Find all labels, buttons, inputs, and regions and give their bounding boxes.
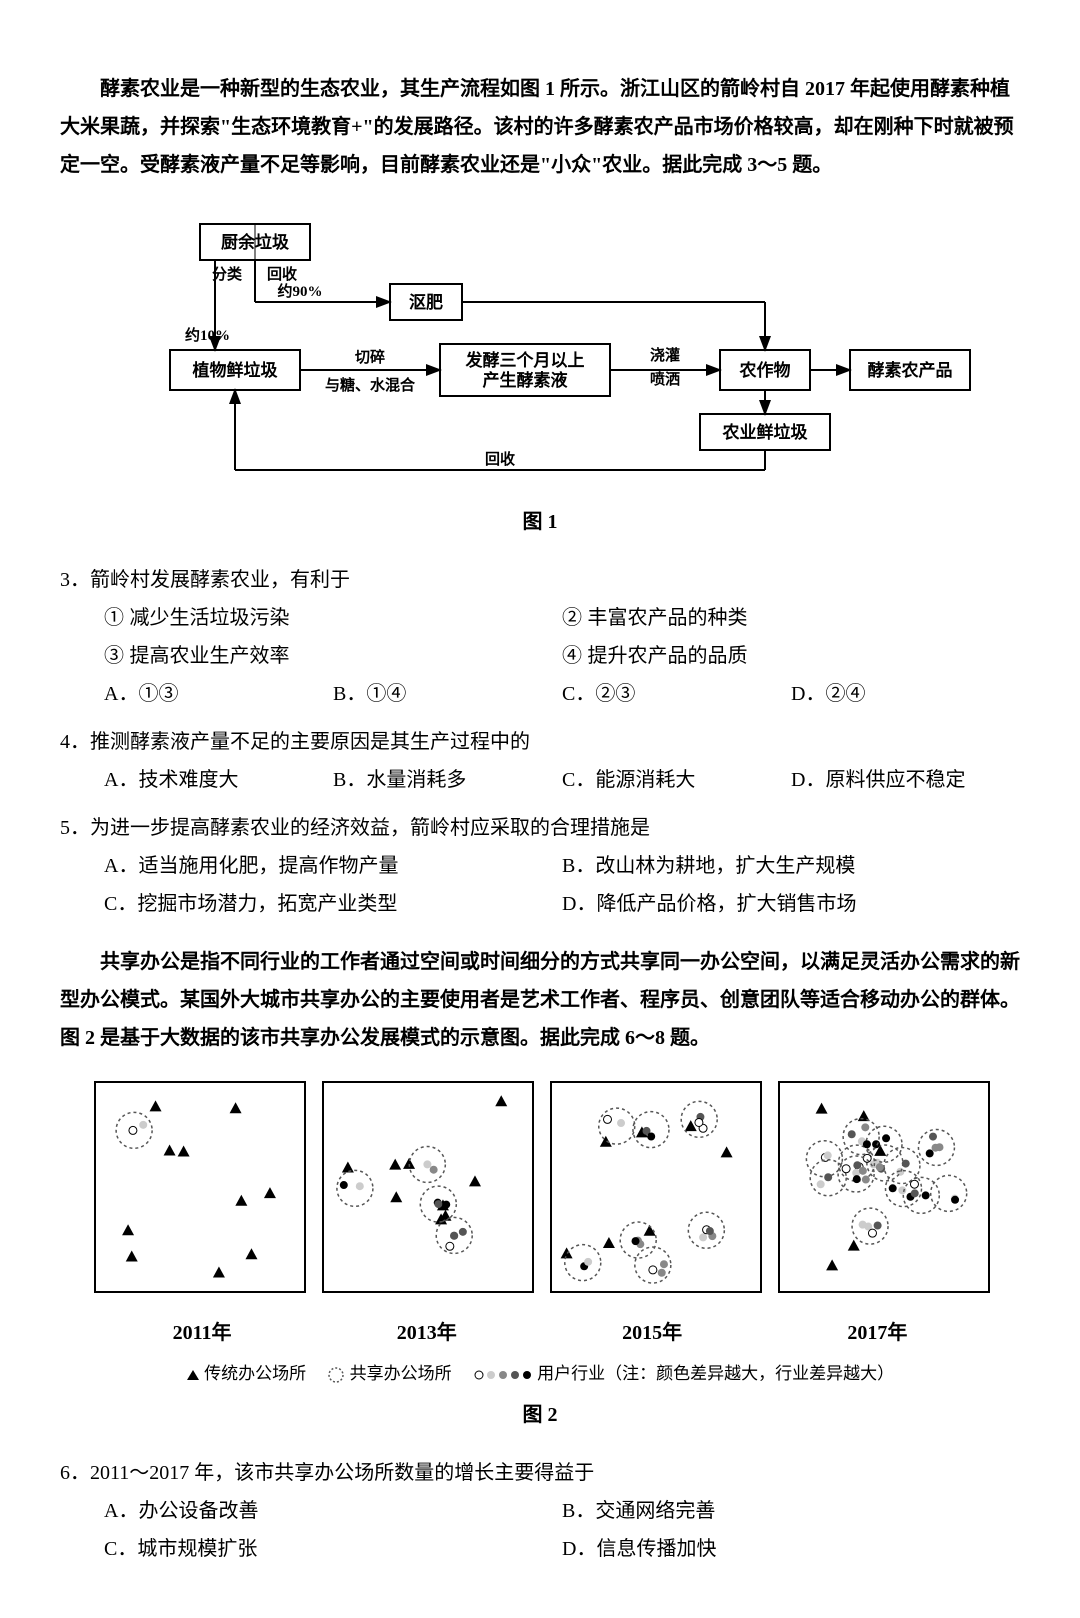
figure-1-svg: 厨余垃圾沤肥植物鲜垃圾发酵三个月以上产生酵素液农作物酵素农产品农业鲜垃圾分类回收… [100, 204, 980, 484]
figure-2-legend: 传统办公场所 共享办公场所 用户行业（注：颜色差异越大，行业差异越大） [60, 1358, 1020, 1390]
q4-opt-b[interactable]: B．水量消耗多 [333, 761, 562, 799]
svg-text:沤肥: 沤肥 [409, 292, 443, 312]
q3-sub-2: ② 丰富农产品的种类 [562, 599, 1020, 637]
svg-text:回收: 回收 [485, 450, 515, 468]
svg-text:与糖、水混合: 与糖、水混合 [325, 376, 416, 394]
svg-text:农业鲜垃圾: 农业鲜垃圾 [722, 422, 809, 442]
svg-text:发酵三个月以上: 发酵三个月以上 [465, 350, 585, 370]
q4-opt-c[interactable]: C．能源消耗大 [562, 761, 791, 799]
q4-opt-a[interactable]: A．技术难度大 [104, 761, 333, 799]
year-2017: 2017年 [847, 1314, 907, 1352]
figure-2-svg [90, 1077, 990, 1297]
figure-1: 厨余垃圾沤肥植物鲜垃圾发酵三个月以上产生酵素液农作物酵素农产品农业鲜垃圾分类回收… [60, 204, 1020, 541]
q6-stem: 6．2011～2017 年，该市共享办公场所数量的增长主要得益于 [60, 1454, 1020, 1492]
q5-opt-c[interactable]: C．挖掘市场潜力，拓宽产业类型 [104, 885, 562, 923]
svg-text:酵素农产品: 酵素农产品 [868, 360, 953, 380]
q6-opt-d[interactable]: D．信息传播加快 [562, 1530, 1020, 1568]
svg-text:浇灌: 浇灌 [650, 346, 680, 364]
q4-stem: 4．推测酵素液产量不足的主要原因是其生产过程中的 [60, 723, 1020, 761]
legend-dots: 用户行业（注：颜色差异越大，行业差异越大） [537, 1364, 894, 1383]
svg-text:约10%: 约10% [185, 326, 230, 344]
q4-opt-d[interactable]: D．原料供应不稳定 [791, 761, 1020, 799]
figure-2-years: 2011年 2013年 2015年 2017年 [90, 1314, 990, 1352]
q3-stem: 3．箭岭村发展酵素农业，有利于 [60, 561, 1020, 599]
question-4: 4．推测酵素液产量不足的主要原因是其生产过程中的 A．技术难度大 B．水量消耗多… [60, 723, 1020, 799]
legend-tri: 传统办公场所 [204, 1364, 306, 1383]
q5-opt-d[interactable]: D．降低产品价格，扩大销售市场 [562, 885, 1020, 923]
q3-sub-4: ④ 提升农产品的品质 [562, 637, 1020, 675]
question-3: 3．箭岭村发展酵素农业，有利于 ① 减少生活垃圾污染 ② 丰富农产品的种类 ③ … [60, 561, 1020, 713]
q3-sub-1: ① 减少生活垃圾污染 [104, 599, 562, 637]
svg-text:喷洒: 喷洒 [650, 370, 680, 388]
question-6: 6．2011～2017 年，该市共享办公场所数量的增长主要得益于 A．办公设备改… [60, 1454, 1020, 1568]
figure-2: 2011年 2013年 2015年 2017年 传统办公场所 共享办公场所 用户… [60, 1077, 1020, 1434]
q3-opt-d[interactable]: D．②④ [791, 675, 1020, 713]
svg-text:产生酵素液: 产生酵素液 [483, 370, 568, 390]
figure-1-caption: 图 1 [60, 503, 1020, 541]
year-2015: 2015年 [622, 1314, 682, 1352]
q3-opt-a[interactable]: A．①③ [104, 675, 333, 713]
year-2013: 2013年 [397, 1314, 457, 1352]
svg-text:农作物: 农作物 [739, 360, 791, 380]
q5-stem: 5．为进一步提高酵素农业的经济效益，箭岭村应采取的合理措施是 [60, 809, 1020, 847]
q3-opt-c[interactable]: C．②③ [562, 675, 791, 713]
q6-opt-c[interactable]: C．城市规模扩张 [104, 1530, 562, 1568]
q5-opt-b[interactable]: B．改山林为耕地，扩大生产规模 [562, 847, 1020, 885]
q3-sub-3: ③ 提高农业生产效率 [104, 637, 562, 675]
svg-text:植物鲜垃圾: 植物鲜垃圾 [193, 360, 279, 380]
q3-opt-b[interactable]: B．①④ [333, 675, 562, 713]
svg-text:回收: 回收 [267, 265, 297, 283]
q6-opt-a[interactable]: A．办公设备改善 [104, 1492, 562, 1530]
figure-2-caption: 图 2 [60, 1396, 1020, 1434]
svg-text:切碎: 切碎 [355, 348, 385, 366]
passage-2: 共享办公是指不同行业的工作者通过空间或时间细分的方式共享同一办公空间，以满足灵活… [60, 943, 1020, 1057]
passage-1: 酵素农业是一种新型的生态农业，其生产流程如图 1 所示。浙江山区的箭岭村自 20… [60, 70, 1020, 184]
svg-text:分类: 分类 [212, 265, 243, 283]
legend-ring: 共享办公场所 [350, 1364, 452, 1383]
year-2011: 2011年 [173, 1314, 232, 1352]
q5-opt-a[interactable]: A．适当施用化肥，提高作物产量 [104, 847, 562, 885]
svg-text:约90%: 约90% [277, 282, 322, 300]
question-5: 5．为进一步提高酵素农业的经济效益，箭岭村应采取的合理措施是 A．适当施用化肥，… [60, 809, 1020, 923]
q6-opt-b[interactable]: B．交通网络完善 [562, 1492, 1020, 1530]
